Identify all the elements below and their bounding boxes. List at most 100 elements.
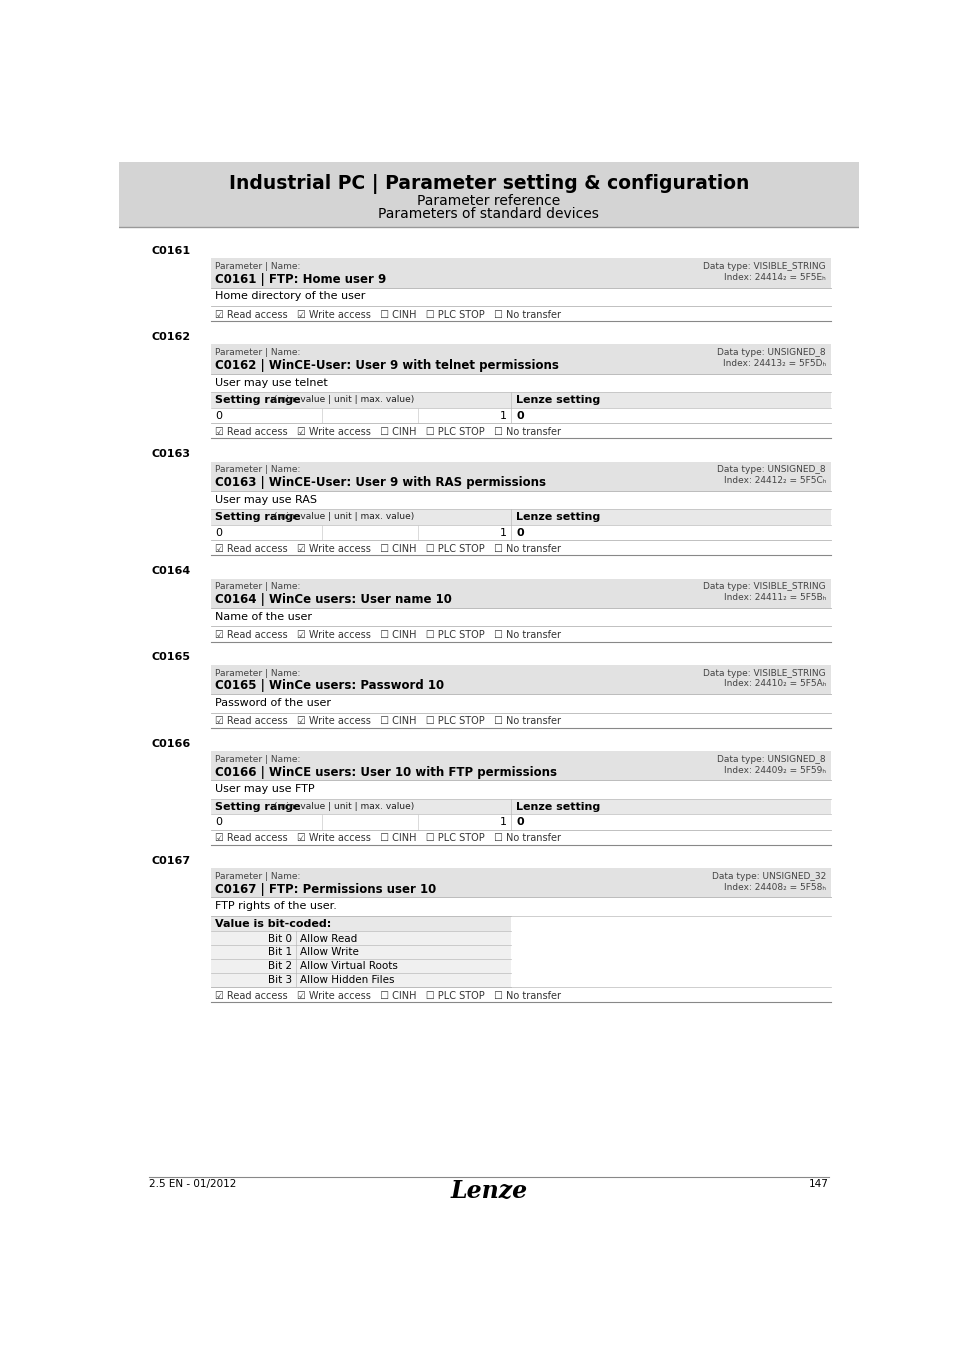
Text: 0: 0: [516, 528, 523, 537]
Bar: [211, 408, 830, 423]
Text: ☑ Read access   ☑ Write access   ☐ CINH   ☐ PLC STOP   ☐ No transfer: ☑ Read access ☑ Write access ☐ CINH ☐ PL…: [215, 310, 560, 320]
Text: Lenze: Lenze: [450, 1179, 527, 1203]
Text: 1: 1: [499, 528, 506, 537]
Text: Data type: VISIBLE_STRING: Data type: VISIBLE_STRING: [702, 668, 825, 678]
Text: Parameter | Name:: Parameter | Name:: [215, 466, 300, 474]
Text: Setting range: Setting range: [215, 513, 300, 522]
Text: Value is bit-coded:: Value is bit-coded:: [215, 919, 332, 929]
Text: Parameter | Name:: Parameter | Name:: [215, 262, 300, 271]
Bar: [211, 868, 830, 898]
Bar: [211, 973, 511, 987]
Bar: [211, 915, 511, 931]
Text: Bit 2: Bit 2: [268, 961, 292, 971]
Bar: [211, 393, 830, 408]
Bar: [211, 525, 830, 540]
Bar: [211, 713, 830, 728]
Text: 0: 0: [215, 528, 222, 537]
Bar: [211, 509, 830, 525]
Text: 147: 147: [808, 1179, 828, 1189]
Text: 0: 0: [516, 410, 523, 421]
Text: User may use FTP: User may use FTP: [215, 784, 314, 794]
Bar: [211, 626, 830, 641]
Text: Parameter reference: Parameter reference: [416, 194, 560, 208]
Text: C0166: C0166: [152, 738, 191, 749]
Text: Password of the user: Password of the user: [215, 698, 331, 707]
Text: Allow Virtual Roots: Allow Virtual Roots: [299, 961, 397, 971]
Text: Index: 24412₂ = 5F5Cₕ: Index: 24412₂ = 5F5Cₕ: [723, 477, 825, 485]
Bar: [211, 664, 830, 694]
Text: C0165: C0165: [152, 652, 191, 663]
Text: ☑ Read access   ☑ Write access   ☐ CINH   ☐ PLC STOP   ☐ No transfer: ☑ Read access ☑ Write access ☐ CINH ☐ PL…: [215, 544, 560, 554]
Bar: [119, 162, 858, 227]
Text: Data type: UNSIGNED_8: Data type: UNSIGNED_8: [717, 348, 825, 358]
Text: Setting range: Setting range: [215, 802, 300, 811]
Text: Data type: UNSIGNED_8: Data type: UNSIGNED_8: [717, 466, 825, 474]
Text: C0162: C0162: [152, 332, 191, 342]
Text: Allow Hidden Files: Allow Hidden Files: [299, 975, 394, 985]
Text: Bit 1: Bit 1: [268, 948, 292, 957]
Bar: [211, 814, 830, 830]
Text: C0163: C0163: [152, 450, 191, 459]
Text: (min. value | unit | max. value): (min. value | unit | max. value): [274, 396, 414, 404]
Text: Allow Write: Allow Write: [299, 948, 358, 957]
Text: Data type: VISIBLE_STRING: Data type: VISIBLE_STRING: [702, 262, 825, 271]
Text: Data type: UNSIGNED_8: Data type: UNSIGNED_8: [717, 755, 825, 764]
Text: Parameters of standard devices: Parameters of standard devices: [378, 208, 598, 221]
Bar: [211, 579, 830, 608]
Text: Index: 24410₂ = 5F5Aₕ: Index: 24410₂ = 5F5Aₕ: [723, 679, 825, 688]
Bar: [211, 344, 830, 374]
Text: Bit 3: Bit 3: [268, 975, 292, 985]
Text: Lenze setting: Lenze setting: [516, 396, 599, 405]
Text: Parameter | Name:: Parameter | Name:: [215, 755, 300, 764]
Text: (min. value | unit | max. value): (min. value | unit | max. value): [274, 513, 414, 521]
Text: C0161 | FTP: Home user 9: C0161 | FTP: Home user 9: [215, 273, 386, 286]
Bar: [211, 306, 830, 321]
Text: Index: 24411₂ = 5F5Bₕ: Index: 24411₂ = 5F5Bₕ: [723, 593, 825, 602]
Text: C0162 | WinCE-User: User 9 with telnet permissions: C0162 | WinCE-User: User 9 with telnet p…: [215, 359, 558, 373]
Bar: [211, 258, 830, 288]
Text: ☑ Read access   ☑ Write access   ☐ CINH   ☐ PLC STOP   ☐ No transfer: ☑ Read access ☑ Write access ☐ CINH ☐ PL…: [215, 427, 560, 437]
Text: Parameter | Name:: Parameter | Name:: [215, 348, 300, 358]
Bar: [211, 945, 511, 958]
Bar: [211, 751, 830, 780]
Bar: [211, 987, 830, 1002]
Bar: [211, 423, 830, 439]
Text: User may use RAS: User may use RAS: [215, 494, 317, 505]
Text: Setting range: Setting range: [215, 396, 300, 405]
Text: Lenze setting: Lenze setting: [516, 802, 599, 811]
Text: 0: 0: [215, 410, 222, 421]
Text: Bit 0: Bit 0: [268, 934, 292, 944]
Text: ☑ Read access   ☑ Write access   ☐ CINH   ☐ PLC STOP   ☐ No transfer: ☑ Read access ☑ Write access ☐ CINH ☐ PL…: [215, 833, 560, 844]
Text: Data type: VISIBLE_STRING: Data type: VISIBLE_STRING: [702, 582, 825, 591]
Bar: [211, 830, 830, 845]
Text: C0164 | WinCe users: User name 10: C0164 | WinCe users: User name 10: [215, 593, 452, 606]
Text: Home directory of the user: Home directory of the user: [215, 292, 365, 301]
Text: User may use telnet: User may use telnet: [215, 378, 328, 387]
Text: 1: 1: [499, 817, 506, 828]
Text: C0166 | WinCE users: User 10 with FTP permissions: C0166 | WinCE users: User 10 with FTP pe…: [215, 765, 557, 779]
Text: Data type: UNSIGNED_32: Data type: UNSIGNED_32: [711, 872, 825, 882]
Bar: [211, 931, 511, 945]
Text: Industrial PC | Parameter setting & configuration: Industrial PC | Parameter setting & conf…: [229, 174, 748, 193]
Text: Parameter | Name:: Parameter | Name:: [215, 668, 300, 678]
Text: Index: 24409₂ = 5F59ₕ: Index: 24409₂ = 5F59ₕ: [723, 765, 825, 775]
Bar: [211, 462, 830, 491]
Text: C0164: C0164: [152, 566, 191, 576]
Text: Parameter | Name:: Parameter | Name:: [215, 582, 300, 591]
Text: ☑ Read access   ☑ Write access   ☐ CINH   ☐ PLC STOP   ☐ No transfer: ☑ Read access ☑ Write access ☐ CINH ☐ PL…: [215, 630, 560, 640]
Text: Index: 24408₂ = 5F58ₕ: Index: 24408₂ = 5F58ₕ: [723, 883, 825, 892]
Text: 0: 0: [215, 817, 222, 828]
Text: C0161: C0161: [152, 246, 191, 256]
Text: 2.5 EN - 01/2012: 2.5 EN - 01/2012: [149, 1179, 235, 1189]
Text: 0: 0: [516, 817, 523, 828]
Text: Name of the user: Name of the user: [215, 612, 312, 622]
Text: C0165 | WinCe users: Password 10: C0165 | WinCe users: Password 10: [215, 679, 444, 693]
Text: C0167: C0167: [152, 856, 191, 865]
Text: FTP rights of the user.: FTP rights of the user.: [215, 902, 336, 911]
Text: Lenze setting: Lenze setting: [516, 513, 599, 522]
Text: Index: 24414₂ = 5F5Eₕ: Index: 24414₂ = 5F5Eₕ: [723, 273, 825, 282]
Text: Index: 24413₂ = 5F5Dₕ: Index: 24413₂ = 5F5Dₕ: [722, 359, 825, 369]
Text: C0167 | FTP: Permissions user 10: C0167 | FTP: Permissions user 10: [215, 883, 436, 895]
Text: (min. value | unit | max. value): (min. value | unit | max. value): [274, 802, 414, 811]
Text: Parameter | Name:: Parameter | Name:: [215, 872, 300, 882]
